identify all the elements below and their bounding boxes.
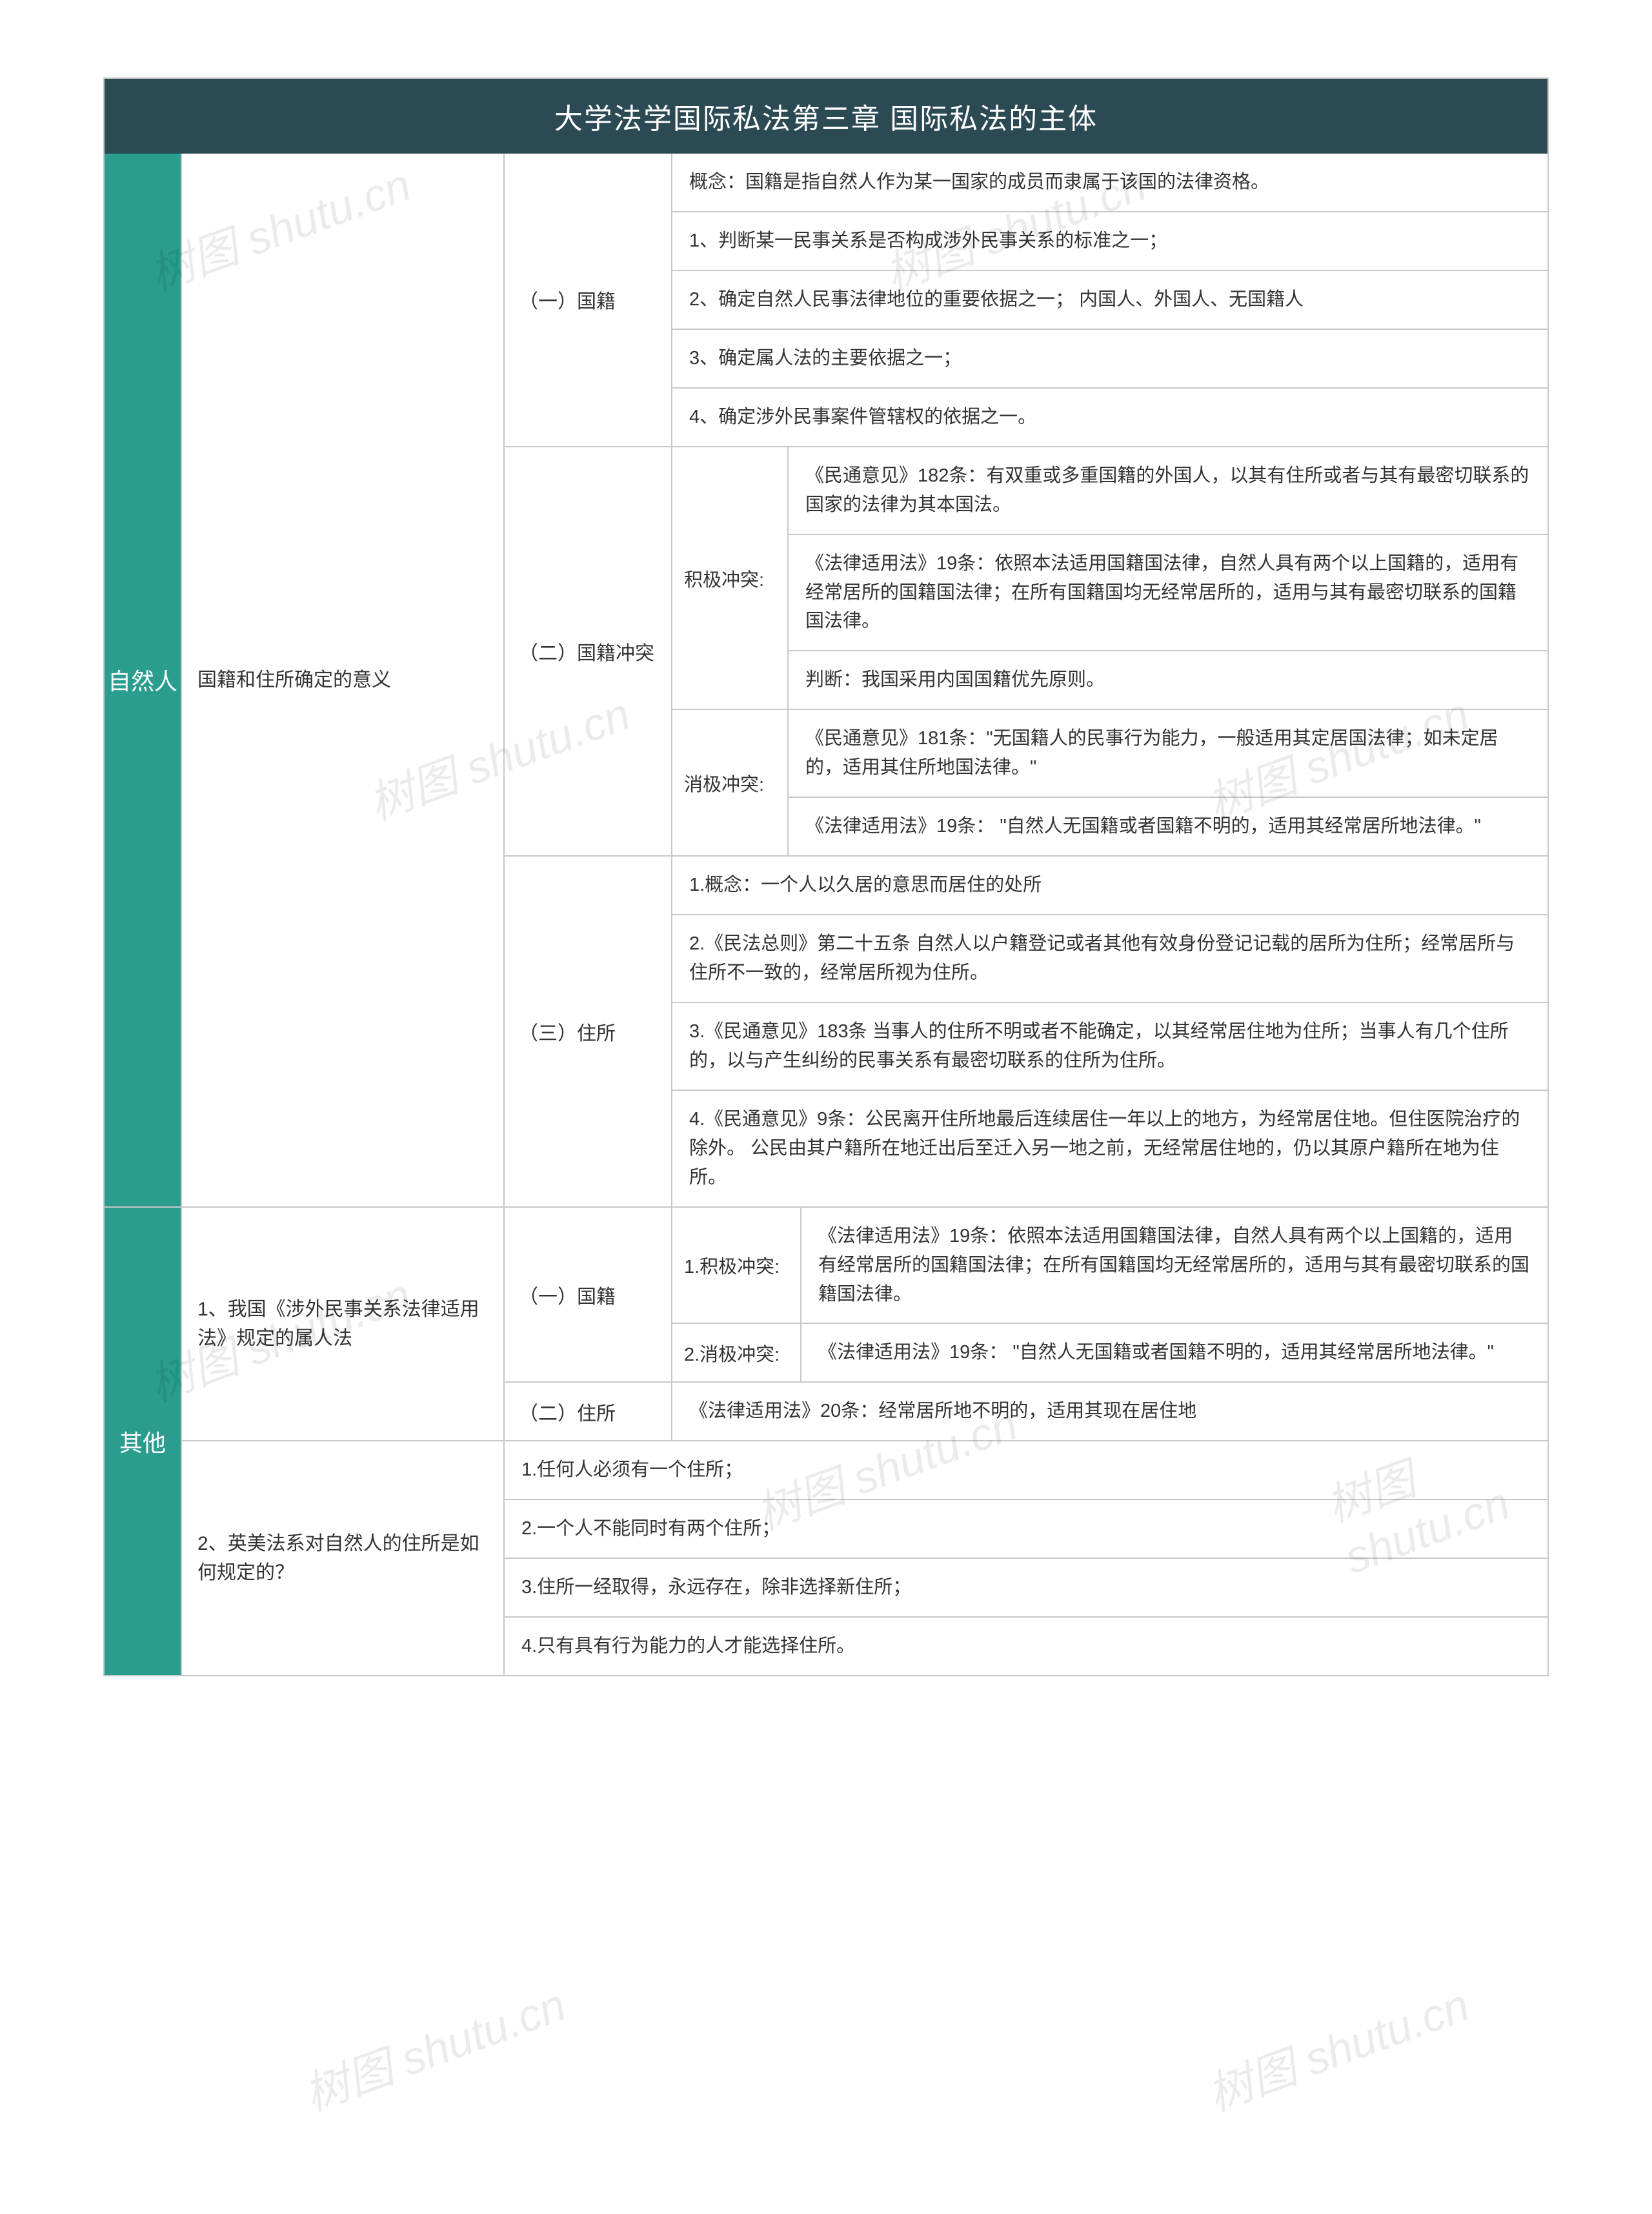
- subtopic-nationality-domicile: 国籍和住所确定的意义: [182, 154, 505, 1206]
- section-nationality-conflict: （二）国籍冲突 积极冲突: 《民通意见》182条：有双重或多重国籍的外国人，以其…: [505, 446, 1547, 855]
- category-row-other: 其他 1、我国《涉外民事关系法律适用法》规定的属人法 （一）国籍 1.积极冲突:…: [105, 1206, 1547, 1675]
- leaf-a2-pos-0: 《民通意见》182条：有双重或多重国籍的外国人，以其有住所或者与其有最密切联系的…: [789, 447, 1547, 534]
- category-row-natural-person: 自然人 国籍和住所确定的意义 （一）国籍 概念：国籍是指自然人作为某一国家的成员…: [105, 154, 1547, 1206]
- category-label-other: 其他: [105, 1208, 182, 1675]
- leaf-a2-pos-1: 《法律适用法》19条：依照本法适用国籍国法律，自然人具有两个以上国籍的，适用有经…: [789, 534, 1547, 651]
- section-label-nationality: （一）国籍: [505, 154, 672, 446]
- tag-b-positive-conflict: 1.积极冲突:: [672, 1208, 801, 1323]
- tree-table: 大学法学国际私法第三章 国际私法的主体 自然人 国籍和住所确定的意义 （一）国籍…: [103, 77, 1549, 1676]
- leaf-a1-0: 概念：国籍是指自然人作为某一国家的成员而隶属于该国的法律资格。: [672, 154, 1547, 211]
- leaf-b2-1: 2.一个人不能同时有两个住所；: [505, 1499, 1547, 1558]
- tag-b-negative-conflict: 2.消极冲突:: [672, 1324, 801, 1381]
- leaf-a1-4: 4、确定涉外民事案件管辖权的依据之一。: [672, 387, 1547, 446]
- tag-positive-conflict: 积极冲突:: [672, 447, 789, 709]
- watermark-9: 树图 shutu.cn: [1198, 1969, 1477, 2124]
- leaf-a2-neg-0: 《民通意见》181条："无国籍人的民事行为能力，一般适用其定居国法律；如未定居的…: [789, 710, 1547, 797]
- leaf-b2-3: 4.只有具有行为能力的人才能选择住所。: [505, 1616, 1547, 1675]
- leaf-a3-3: 4.《民通意见》9条：公民离开住所地最后连续居住一年以上的地方，为经常居住地。但…: [672, 1090, 1547, 1206]
- section-label-b-domicile: （二）住所: [505, 1383, 672, 1440]
- leaf-a1-3: 3、确定属人法的主要依据之一；: [672, 329, 1547, 387]
- section-nationality: （一）国籍 概念：国籍是指自然人作为某一国家的成员而隶属于该国的法律资格。 1、…: [505, 154, 1547, 446]
- leaf-b1a-neg: 《法律适用法》19条： "自然人无国籍或者国籍不明的，适用其经常居所地法律。": [801, 1324, 1547, 1381]
- subtopic-common-law-domicile: 2、英美法系对自然人的住所是如何规定的？: [182, 1441, 505, 1675]
- section-b-domicile: （二）住所 《法律适用法》20条：经常居所地不明的，适用其现在居住地: [505, 1381, 1547, 1440]
- leaf-a3-2: 3.《民通意见》183条 当事人的住所不明或者不能确定，以其经常居住地为住所；当…: [672, 1002, 1547, 1090]
- leaf-b1a-pos: 《法律适用法》19条：依照本法适用国籍国法律，自然人具有两个以上国籍的，适用有经…: [801, 1208, 1547, 1323]
- leaf-b2-0: 1.任何人必须有一个住所；: [505, 1441, 1547, 1499]
- leaf-a3-1: 2.《民法总则》第二十五条 自然人以户籍登记或者其他有效身份登记记载的居所为住所…: [672, 914, 1547, 1002]
- subtopic-china-personal-law: 1、我国《涉外民事关系法律适用法》规定的属人法: [182, 1208, 505, 1441]
- leaf-a1-1: 1、判断某一民事关系是否构成涉外民事关系的标准之一；: [672, 211, 1547, 270]
- category-label-natural-person: 自然人: [105, 154, 182, 1206]
- section-domicile: （三）住所 1.概念：一个人以久居的意思而居住的处所 2.《民法总则》第二十五条…: [505, 855, 1547, 1206]
- watermark-8: 树图 shutu.cn: [294, 1969, 574, 2124]
- section-label-nationality-conflict: （二）国籍冲突: [505, 447, 672, 855]
- leaf-b2-2: 3.住所一经取得，永远存在，除非选择新住所；: [505, 1558, 1547, 1616]
- leaf-a2-neg-1: 《法律适用法》19条： "自然人无国籍或者国籍不明的，适用其经常居所地法律。": [789, 797, 1547, 855]
- leaf-b1b: 《法律适用法》20条：经常居所地不明的，适用其现在居住地: [672, 1383, 1547, 1440]
- title-bar: 大学法学国际私法第三章 国际私法的主体: [105, 79, 1547, 154]
- section-b-nationality: （一）国籍 1.积极冲突: 《法律适用法》19条：依照本法适用国籍国法律，自然人…: [505, 1208, 1547, 1382]
- tag-negative-conflict: 消极冲突:: [672, 710, 789, 855]
- leaf-a3-0: 1.概念：一个人以久居的意思而居住的处所: [672, 857, 1547, 914]
- leaf-a1-2: 2、确定自然人民事法律地位的重要依据之一； 内国人、外国人、无国籍人: [672, 270, 1547, 329]
- section-label-b-nationality: （一）国籍: [505, 1208, 672, 1382]
- section-label-domicile: （三）住所: [505, 857, 672, 1206]
- leaf-a2-pos-2: 判断：我国采用内国国籍优先原则。: [789, 650, 1547, 709]
